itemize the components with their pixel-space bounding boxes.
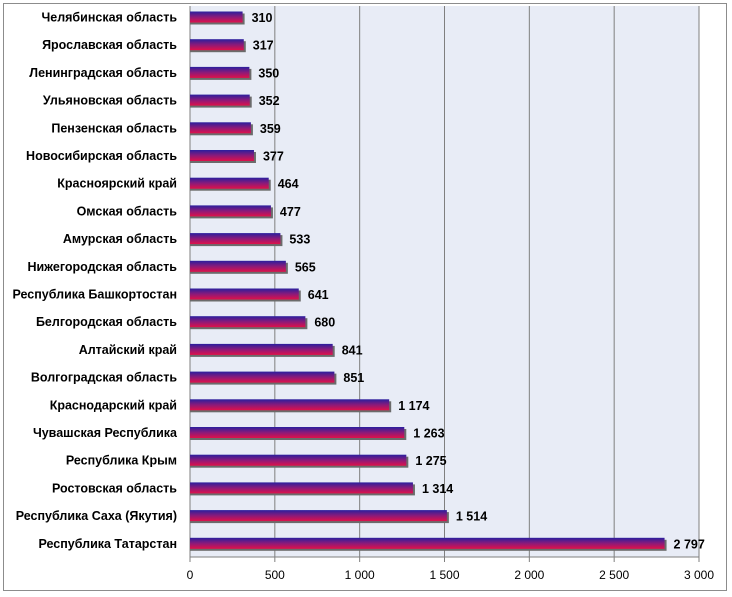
data-label: 352	[259, 94, 280, 108]
data-label: 310	[252, 11, 273, 25]
data-label: 841	[342, 343, 363, 357]
category-label: Республика Крым	[66, 454, 177, 468]
bar	[190, 371, 335, 383]
bar	[190, 399, 390, 411]
data-label: 1 263	[413, 427, 444, 441]
category-label: Ростовская область	[52, 481, 177, 495]
bars	[190, 11, 667, 551]
x-tick-label: 1 000	[345, 568, 375, 582]
bar	[190, 177, 269, 189]
data-label: 1 514	[456, 510, 487, 524]
bar	[190, 94, 250, 106]
category-label: Пензенская область	[51, 121, 177, 135]
category-label: Республика Саха (Якутия)	[16, 509, 177, 523]
category-label: Республика Татарстан	[38, 537, 177, 551]
bar	[190, 454, 407, 466]
bar	[190, 288, 299, 300]
data-label: 350	[258, 66, 279, 80]
data-label: 565	[295, 260, 316, 274]
category-label: Ленинградская область	[29, 66, 177, 80]
data-label: 464	[278, 177, 299, 191]
bar	[190, 316, 306, 328]
x-tick-label: 3 000	[684, 568, 714, 582]
data-label: 377	[263, 150, 284, 164]
category-label: Амурская область	[63, 232, 177, 246]
x-tick-label: 2 000	[514, 568, 544, 582]
x-tick-labels: 0 500 1 000 1 500 2 000 2 500 3 000	[187, 568, 715, 582]
x-tick-label: 500	[265, 568, 285, 582]
category-label: Республика Башкортостан	[12, 288, 177, 302]
category-label: Белгородская область	[36, 315, 177, 329]
data-label: 533	[289, 233, 310, 247]
x-tick-label: 2 500	[599, 568, 629, 582]
category-label: Алтайский край	[79, 343, 177, 357]
bar	[190, 482, 413, 494]
x-tick-label: 1 500	[429, 568, 459, 582]
category-label: Волгоградская область	[31, 371, 177, 385]
data-label: 1 275	[415, 454, 446, 468]
bar	[190, 260, 286, 272]
category-label: Красноярский край	[57, 177, 177, 191]
data-label: 851	[343, 371, 364, 385]
data-label: 1 174	[398, 399, 429, 413]
data-label: 477	[280, 205, 301, 219]
data-label: 317	[253, 39, 274, 53]
data-label: 2 797	[674, 537, 705, 551]
category-label: Омская область	[77, 204, 178, 218]
category-label: Ульяновская область	[43, 94, 177, 108]
bar	[190, 11, 243, 23]
category-label: Чувашская Республика	[33, 426, 178, 440]
bar	[190, 537, 665, 549]
x-tick-label: 0	[187, 568, 194, 582]
data-label: 641	[308, 288, 329, 302]
bar	[190, 205, 271, 217]
bar	[190, 39, 244, 51]
category-labels: Челябинская область Ярославская область Ле…	[12, 11, 178, 551]
data-label: 359	[260, 122, 281, 136]
bar	[190, 343, 333, 355]
bar	[190, 66, 250, 78]
value-labels: 310 317 350 352 359 377 464 477 533 565 641 680 841 8…	[252, 11, 705, 551]
category-label: Нижегородская область	[27, 260, 177, 274]
bar	[190, 150, 254, 161]
data-label: 680	[314, 316, 335, 330]
bar	[190, 510, 447, 522]
category-label: Краснодарский край	[50, 398, 177, 412]
bar	[190, 427, 405, 438]
data-label: 1 314	[422, 482, 453, 496]
bar	[190, 233, 281, 245]
category-label: Ярославская область	[42, 38, 177, 52]
category-label: Новосибирская область	[26, 149, 177, 163]
category-label: Челябинская область	[41, 11, 177, 25]
bar	[190, 122, 251, 134]
